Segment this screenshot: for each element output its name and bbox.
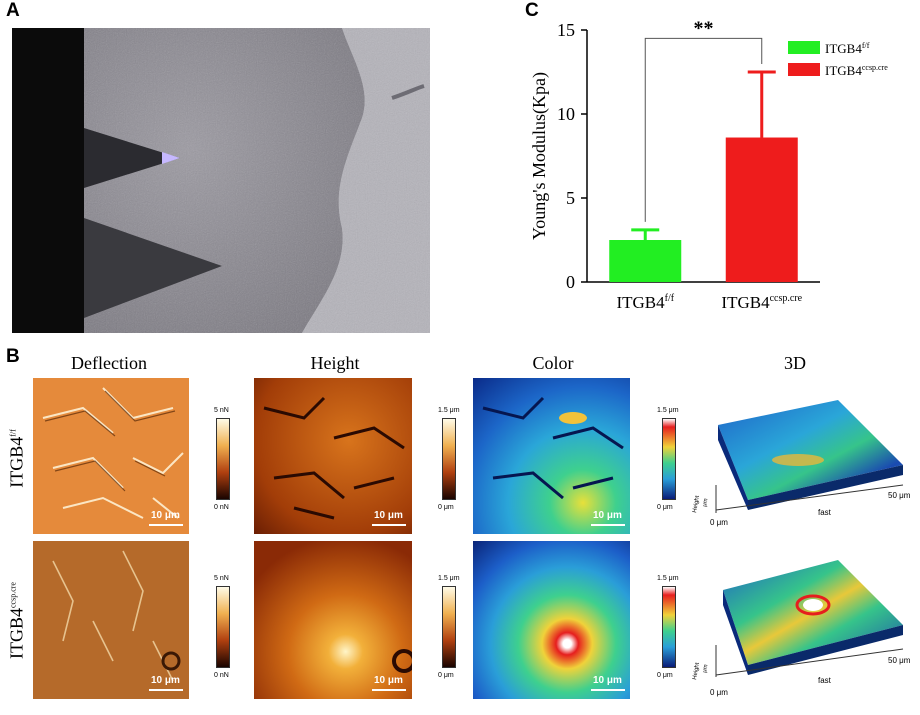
column-title-height: Height — [310, 353, 360, 373]
scalebar — [372, 689, 406, 691]
colorbar-color — [662, 586, 676, 668]
y-tick-label: 5 — [566, 188, 575, 208]
colorbar-height — [442, 586, 456, 668]
scalebar-label: 10 μm — [374, 675, 403, 686]
legend-swatch — [788, 41, 820, 54]
height-texture — [263, 396, 405, 520]
column-title-color: Color — [532, 353, 574, 373]
x-tick-label: ITGB4ccsp.cre — [721, 293, 802, 312]
y-axis-label: Young's Modulus(Kpa) — [529, 72, 550, 240]
bar — [725, 137, 798, 282]
colorbar-bottom-label: 0 μm — [657, 504, 673, 511]
3d-origin-label: 0 μm — [710, 688, 728, 697]
3d-surface-cre: fast 50 μm 0 μm Height μm — [692, 560, 911, 697]
bar — [609, 240, 682, 282]
color-image-ff: 10 μm — [473, 378, 630, 534]
3d-x-end-label: 50 μm — [888, 656, 911, 665]
row-label-cre: ITGB4ccsp.cre — [7, 546, 28, 696]
row-label-sup: ccsp.cre — [8, 582, 18, 608]
3d-z-label: Height — [692, 495, 701, 513]
height-image-ff: 10 μm — [254, 378, 412, 534]
3d-z-unit: μm — [702, 498, 709, 507]
colorbar-top-label: 5 nN — [214, 407, 229, 414]
row-label-ffx: ITGB4f/f — [7, 384, 28, 534]
cantilever-micrograph — [12, 28, 430, 333]
3d-z-label: Height — [692, 662, 701, 680]
row-label-base: ITGB4 — [6, 608, 27, 659]
y-tick-label: 0 — [566, 272, 575, 292]
3d-z-unit: μm — [702, 664, 709, 673]
3d-surface-ff: fast 50 μm 0 μm Height μm — [692, 400, 911, 527]
colorbar-top-label: 1.5 μm — [657, 575, 679, 582]
scalebar — [149, 524, 183, 526]
scalebar-label: 10 μm — [374, 510, 403, 521]
colorbar-bottom-label: 0 μm — [438, 672, 454, 679]
colorbar-bottom-label: 0 μm — [438, 504, 454, 511]
y-tick-label: 15 — [557, 20, 575, 40]
panel-letter-a: A — [6, 0, 20, 21]
x-tick-label: ITGB4f/f — [616, 293, 674, 312]
height-texture — [392, 649, 412, 673]
column-title-deflection: Deflection — [71, 353, 147, 373]
legend-swatch — [788, 63, 820, 76]
scalebar-label: 10 μm — [151, 675, 180, 686]
3d-x-end-label: 50 μm — [888, 491, 911, 500]
microscope-image — [12, 28, 430, 333]
3d-x-axis — [715, 484, 904, 511]
colorbar-deflection — [216, 586, 230, 668]
3d-origin-label: 0 μm — [710, 518, 728, 527]
significance-bracket — [644, 37, 763, 222]
colorbar-top-label: 5 nN — [214, 575, 229, 582]
panel-letter-b: B — [6, 346, 20, 367]
scalebar-label: 10 μm — [593, 510, 622, 521]
colorbar-deflection — [216, 418, 230, 500]
deflection-image-ff: 10 μm — [33, 378, 189, 534]
row-label-sup: f/f — [8, 429, 18, 437]
color-texture — [482, 396, 624, 500]
colorbar-top-label: 1.5 μm — [438, 407, 460, 414]
3d-x-label: fast — [818, 676, 832, 685]
colorbar-top-label: 1.5 μm — [438, 575, 460, 582]
deflection-texture — [42, 387, 184, 519]
panel-letter-c: C — [525, 0, 539, 21]
row-label-base: ITGB4 — [6, 436, 27, 488]
bar-chart: 0 5 10 15 Young's Modulus(Kpa) ITGB4f/f ITGB4c… — [529, 17, 888, 312]
colorbar-top-label: 1.5 μm — [657, 407, 679, 414]
colorbar-height — [442, 418, 456, 500]
3d-x-label: fast — [818, 508, 832, 517]
legend-label: ITGB4f/f — [825, 41, 870, 56]
scalebar — [149, 689, 183, 691]
legend-label: ITGB4ccsp.cre — [825, 63, 888, 78]
colorbar-bottom-label: 0 nN — [214, 504, 229, 511]
scalebar-label: 10 μm — [151, 510, 180, 521]
3d-x-axis — [715, 648, 904, 676]
scalebar — [591, 524, 625, 526]
scalebar — [591, 689, 625, 691]
height-image-cre: 10 μm — [254, 541, 412, 699]
scalebar-label: 10 μm — [593, 675, 622, 686]
color-image-cre: 10 μm — [473, 541, 630, 699]
scalebar — [372, 524, 406, 526]
y-tick-label: 10 — [557, 104, 575, 124]
colorbar-bottom-label: 0 μm — [657, 672, 673, 679]
significance-label: ** — [694, 17, 714, 39]
deflection-image-cre: 10 μm — [33, 541, 189, 699]
colorbar-bottom-label: 0 nN — [214, 672, 229, 679]
colorbar-color — [662, 418, 676, 500]
deflection-texture — [52, 550, 181, 682]
column-title-3d: 3D — [784, 353, 806, 373]
